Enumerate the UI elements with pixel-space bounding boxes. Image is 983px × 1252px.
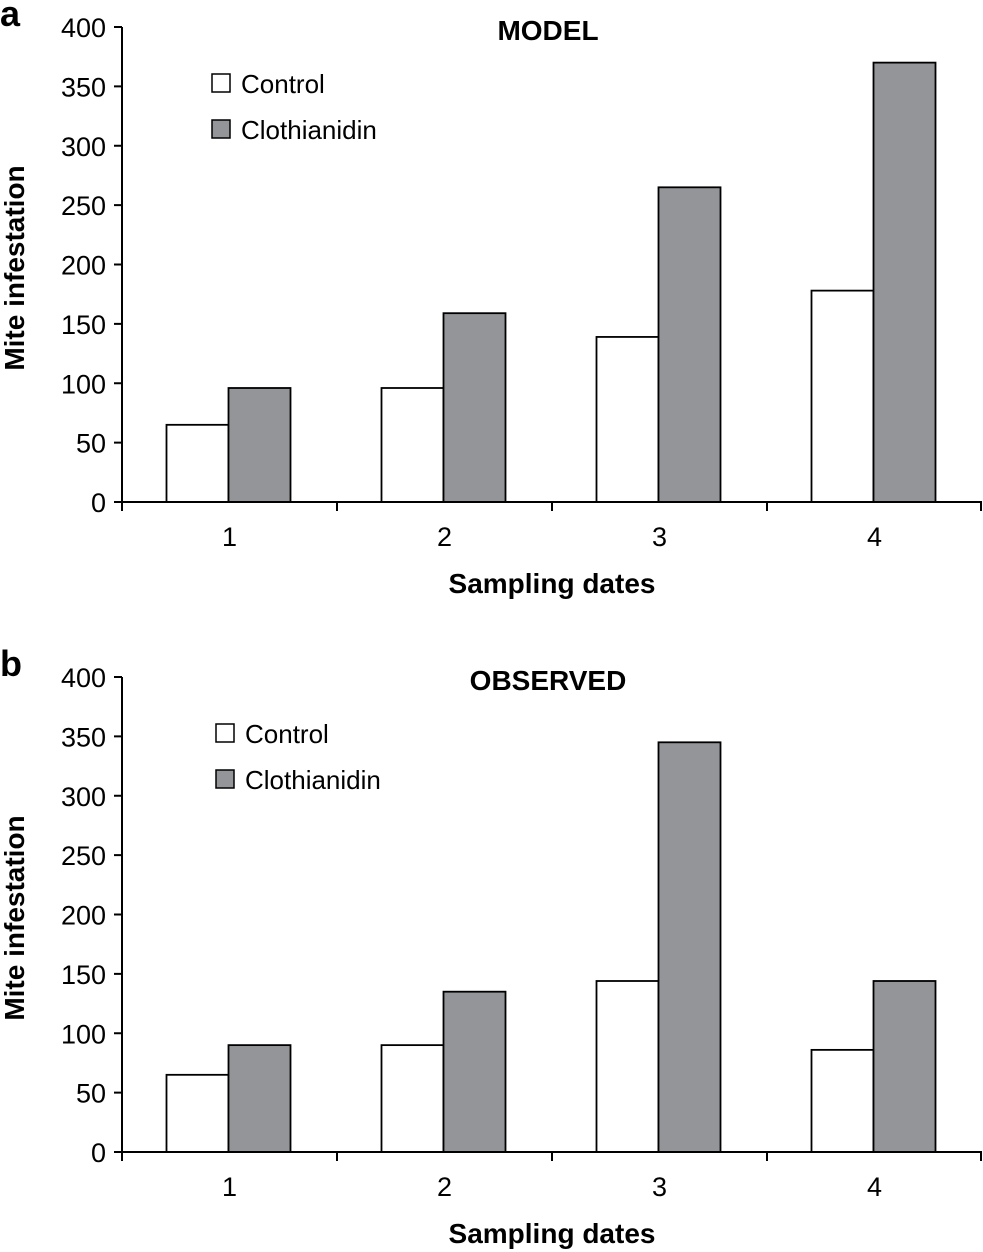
y-axis-title: Mite infestation: [0, 165, 30, 370]
x-axis-title: Sampling dates: [449, 1218, 656, 1249]
legend-swatch-clothianidin: [211, 119, 231, 139]
y-tick-label: 350: [61, 722, 106, 752]
y-tick-label: 50: [76, 429, 106, 459]
y-tick-label: 250: [61, 841, 106, 871]
y-tick-label: 50: [76, 1079, 106, 1109]
y-tick-label: 400: [61, 663, 106, 693]
bar-clothianidin-3: [657, 186, 722, 503]
x-tick-label: 4: [867, 522, 882, 552]
legend-label-clothianidin: Clothianidin: [241, 115, 377, 145]
bar-clothianidin-4: [872, 61, 937, 503]
y-axis-title: Mite infestation: [0, 815, 30, 1020]
x-tick-label: 4: [867, 1172, 882, 1202]
legend-swatch-clothianidin: [215, 769, 235, 789]
legend-swatch-control: [215, 723, 235, 743]
x-tick-label: 3: [652, 522, 667, 552]
bar-control-2: [380, 1044, 445, 1153]
y-tick-label: 150: [61, 310, 106, 340]
panel-label: b: [0, 643, 22, 684]
x-tick-label: 1: [222, 1172, 237, 1202]
x-tick-label: 2: [437, 522, 452, 552]
bar-control-3: [595, 980, 660, 1153]
y-tick-label: 250: [61, 191, 106, 221]
x-tick-label: 1: [222, 522, 237, 552]
bar-control-4: [810, 1048, 875, 1153]
y-tick-label: 300: [61, 132, 106, 162]
y-tick-label: 350: [61, 72, 106, 102]
y-tick-label: 200: [61, 251, 106, 281]
legend-label-control: Control: [241, 69, 325, 99]
panel-b: b OBSERVED Mite infestation Sampling dat…: [0, 643, 982, 1249]
chart-title: OBSERVED: [470, 665, 627, 696]
y-tick-label: 300: [61, 782, 106, 812]
bar-control-2: [380, 387, 445, 503]
x-tick-label: 3: [652, 1172, 667, 1202]
plot-area: 1 2 3 4 0 50 100 150 200 250 300 350 400: [61, 663, 982, 1202]
y-tick-label: 0: [91, 1138, 106, 1168]
legend: Control Clothianidin: [211, 69, 377, 145]
bar-control-1: [165, 1073, 230, 1153]
plot-area: 1 2 3 4 0 50 100 150 200 250 300 350 400: [61, 13, 982, 552]
x-tick-label: 2: [437, 1172, 452, 1202]
x-axis-title: Sampling dates: [449, 568, 656, 599]
bar-clothianidin-2: [442, 990, 507, 1153]
bar-clothianidin-1: [227, 1044, 292, 1153]
bar-control-4: [810, 289, 875, 503]
y-tick-label: 0: [91, 488, 106, 518]
bar-clothianidin-2: [442, 312, 507, 503]
legend-swatch-control: [211, 73, 231, 93]
y-tick-label: 150: [61, 960, 106, 990]
panel-label: a: [0, 0, 21, 34]
bar-clothianidin-3: [657, 741, 722, 1153]
legend-label-control: Control: [245, 719, 329, 749]
bar-control-3: [595, 336, 660, 503]
y-tick-label: 200: [61, 901, 106, 931]
chart-title: MODEL: [497, 15, 598, 46]
legend: Control Clothianidin: [215, 719, 381, 795]
y-tick-label: 100: [61, 1019, 106, 1049]
bar-clothianidin-1: [227, 387, 292, 503]
panel-a: a MODEL Mite infestation Sampling dates …: [0, 0, 982, 599]
y-tick-label: 400: [61, 13, 106, 43]
bar-control-1: [165, 423, 230, 503]
y-tick-label: 100: [61, 369, 106, 399]
legend-label-clothianidin: Clothianidin: [245, 765, 381, 795]
bar-clothianidin-4: [872, 980, 937, 1153]
